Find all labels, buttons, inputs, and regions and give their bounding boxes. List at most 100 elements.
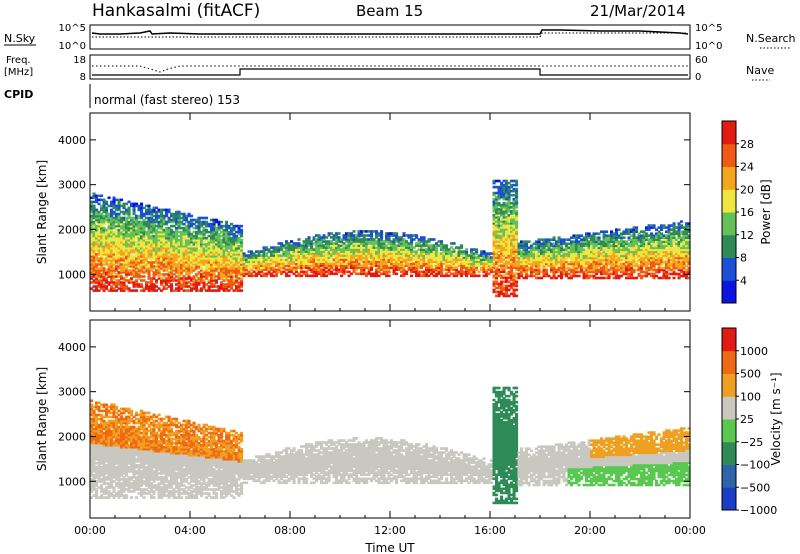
data-cell [140,246,144,250]
data-cell [507,262,511,265]
data-cell [210,224,214,228]
data-cell [375,262,379,265]
data-cell [312,270,316,274]
data-cell [195,251,199,254]
data-cell [287,268,291,271]
data-cell [90,263,94,266]
data-cell [310,252,314,255]
data-cell [382,268,386,271]
data-cell [577,236,581,239]
data-cell [120,246,124,250]
data-cell [360,260,364,263]
data-cell [475,258,479,261]
data-cell [610,252,614,256]
data-cell [95,285,99,288]
data-cell [315,234,319,237]
data-cell [322,270,326,274]
data-cell [195,275,199,278]
data-cell [540,258,544,262]
data-cell [125,242,129,246]
data-cell [370,266,374,269]
data-cell [180,230,184,234]
data-cell [170,283,174,286]
data-cell [570,254,574,258]
data-cell [465,250,469,253]
data-cell [597,242,601,246]
data-cell [625,252,629,256]
data-cell [397,252,401,255]
data-cell [320,274,324,278]
data-cell [112,218,116,222]
data-cell [570,264,574,268]
data-cell [200,287,204,290]
data-cell [107,242,111,246]
data-cell [192,249,196,252]
data-cell [107,236,111,240]
data-cell [217,257,221,260]
data-cell [497,274,501,278]
data-cell [185,283,189,286]
data-cell [370,264,374,267]
data-cell [385,270,389,274]
data-cell [240,251,244,254]
data-cell [157,249,161,252]
data-cell [625,260,629,264]
data-cell [235,263,239,266]
data-cell [550,242,554,246]
data-cell [552,254,556,258]
data-cell [157,261,161,264]
data-cell [587,266,591,270]
data-cell [542,248,546,252]
data-cell [602,250,606,254]
data-cell [385,260,389,263]
data-cell [235,269,239,272]
data-cell [92,234,96,238]
data-cell [627,274,631,278]
data-cell [202,251,206,254]
data-cell [160,289,164,292]
data-cell [225,263,229,266]
data-cell [225,287,229,290]
data-cell [597,244,601,248]
data-cell [195,279,199,282]
data-cell [417,256,421,259]
data-cell [230,277,234,280]
data-cell [590,236,594,239]
data-cell [617,254,621,258]
data-cell [545,252,549,256]
data-cell [587,268,591,272]
data-cell [520,268,524,272]
data-cell [160,259,164,262]
data-cell [600,242,604,246]
freq-tick-bottom: 8 [80,72,86,83]
data-cell [165,251,169,254]
data-cell [95,234,99,238]
data-cell [205,267,209,270]
data-cell [275,268,279,271]
data-cell [180,263,184,266]
data-cell [125,259,129,262]
data-cell [187,257,191,260]
data-cell [605,264,609,268]
data-cell [395,260,399,263]
data-cell [512,244,516,247]
data-cell [600,254,604,258]
data-cell [492,240,496,243]
data-cell [585,242,589,246]
data-cell [117,230,121,234]
data-cell [202,281,206,284]
data-cell [612,252,616,256]
data-cell [307,260,311,263]
data-cell [502,218,506,221]
data-cell [190,240,194,244]
data-cell [142,271,146,274]
data-cell [92,236,96,240]
data-cell [117,216,121,220]
data-cell [580,252,584,256]
data-cell [110,210,114,214]
data-cell [392,232,396,235]
data-cell [515,238,519,241]
data-cell [452,250,456,253]
data-cell [545,248,549,252]
data-cell [597,238,601,241]
